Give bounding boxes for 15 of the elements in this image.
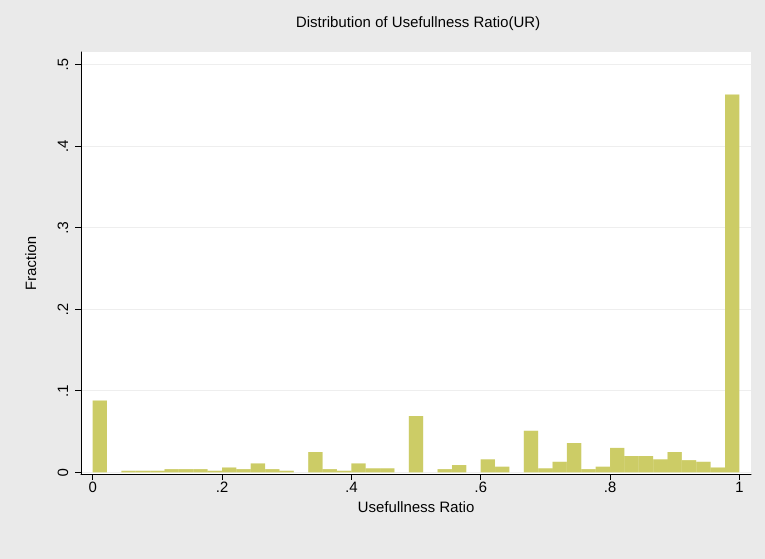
x-tick-label: .2 bbox=[216, 479, 228, 496]
y-tick-label: .4 bbox=[55, 140, 72, 152]
y-tick-label: .3 bbox=[55, 221, 72, 234]
x-tick-label: 0 bbox=[88, 479, 97, 496]
y-tick-label: .5 bbox=[55, 58, 72, 70]
x-tick-label: .4 bbox=[345, 479, 358, 496]
x-axis-title: Usefullness Ratio bbox=[358, 498, 474, 516]
chart-title: Distribution of Usefullness Ratio(UR) bbox=[296, 14, 540, 31]
y-axis-title: Fraction bbox=[23, 236, 40, 290]
x-tick-label: 1 bbox=[735, 479, 744, 496]
y-tick-label: 0 bbox=[55, 468, 72, 477]
x-tick-label: .8 bbox=[604, 479, 616, 496]
y-tick-label: .2 bbox=[55, 302, 72, 316]
x-tick-label: .6 bbox=[474, 479, 487, 496]
y-tick-label: .1 bbox=[55, 384, 72, 397]
